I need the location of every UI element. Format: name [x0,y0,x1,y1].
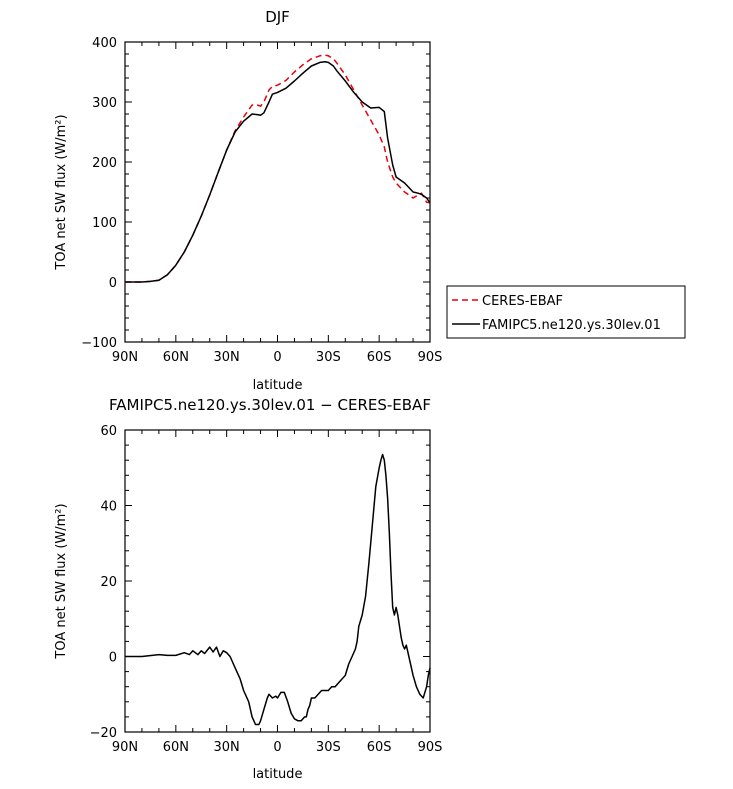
x-tick-label: 60N [163,350,189,365]
y-tick-label: 0 [109,651,117,666]
x-tick-label: 30S [316,740,341,755]
y-axis-label: TOA net SW flux (W/m²) [54,114,69,270]
y-tick-label: 60 [100,424,117,439]
plot-frame [124,429,431,733]
y-tick-label: 20 [100,575,117,590]
x-tick-label: 90S [418,740,443,755]
bottom-panel: 90N 60N 30N 0 30S 60S 90S −20 0 20 40 60 FAMIPC5.ne1… [54,396,442,782]
x-tick-label: 60S [367,740,392,755]
chart-title: FAMIPC5.ne120.ys.30lev.01 − CERES-EBAF [109,396,431,414]
plot-frame [124,41,431,343]
legend: CERES-EBAF FAMIPC5.ne120.ys.30lev.01 [446,285,686,339]
x-tick-label: 60N [163,740,189,755]
top-panel: 90N 60N 30N 0 30S 60S 90S −100 0 100 200 300 400 DJF l… [54,8,442,393]
y-axis-label: TOA net SW flux (W/m²) [54,503,69,659]
legend-label-1: CERES-EBAF [482,294,563,309]
x-axis-label: latitude [253,378,303,393]
y-tick-label: 200 [92,156,117,171]
x-axis-label: latitude [253,767,303,782]
x-tick-label: 30N [214,740,240,755]
legend-box [446,285,686,339]
x-tick-label: 90N [112,740,138,755]
chart-title: DJF [265,8,290,26]
x-tick-label: 60S [367,350,392,365]
x-tick-label: 90N [112,350,138,365]
series-line-1 [125,453,431,726]
y-tick-label: 40 [100,500,117,515]
x-tick-label: 0 [273,740,281,755]
x-tick-label: 90S [418,350,443,365]
x-tick-label: 0 [273,350,281,365]
legend-label-2: FAMIPC5.ne120.ys.30lev.01 [482,318,661,333]
series-line-1 [125,54,431,283]
y-tick-label: 100 [92,216,117,231]
series-line-2 [125,61,431,283]
y-tick-label: 0 [109,276,117,291]
y-tick-label: −100 [81,336,117,351]
y-tick-label: −20 [90,726,117,741]
x-tick-label: 30N [214,350,240,365]
x-tick-label: 30S [316,350,341,365]
y-tick-label: 300 [92,96,117,111]
y-tick-label: 400 [92,36,117,51]
